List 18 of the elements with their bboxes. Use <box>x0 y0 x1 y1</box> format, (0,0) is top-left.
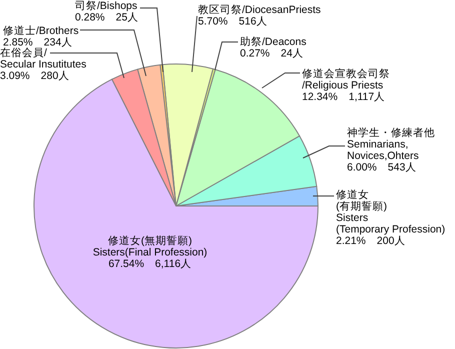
slice-label: 助祭/Deacons <box>240 34 306 48</box>
slice-label: 修道士/Brothers <box>3 24 79 37</box>
slice-label: 修道女 (有期誓願) Sisters (Temporary Profession) <box>336 188 446 236</box>
slice-label: 教区司祭/DiocesanPriests <box>198 4 321 16</box>
slice-label: 司祭/Bishops <box>75 0 138 12</box>
data-label: 2.85% 234人 <box>3 36 72 48</box>
data-label: 0.27% 24人 <box>240 47 304 60</box>
slice-label: 在俗会員/ Secular Insutitutes <box>0 46 86 70</box>
data-label: 5.70% 516人 <box>198 15 268 28</box>
data-label: 0.28% 25人 <box>75 11 138 24</box>
data-label: 3.09% 280人 <box>0 70 70 82</box>
slice-label: 修道女(無期誓願) Sisters(Final Profession) <box>92 234 208 258</box>
data-label: 67.54% 6,116人 <box>108 258 192 270</box>
data-label: 12.34% 1,117人 <box>302 90 386 103</box>
slice-label: 修道会宣教会司祭 /Religious Priests <box>302 66 390 92</box>
data-label: 6.00% 543人 <box>347 161 416 174</box>
slice-label: 神学生・修練者他 Seminarians, Novices,Ohters <box>347 126 435 162</box>
data-label: 2.21% 200人 <box>336 234 406 247</box>
